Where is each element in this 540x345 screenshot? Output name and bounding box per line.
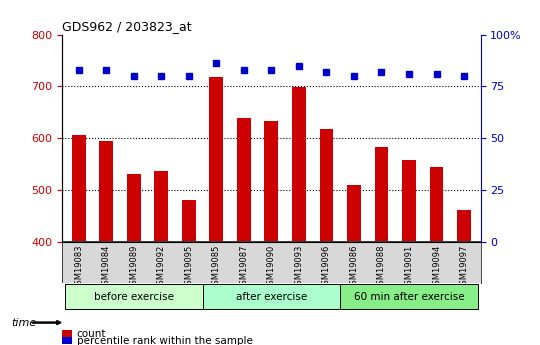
Bar: [347, 185, 361, 242]
Text: before exercise: before exercise: [93, 292, 174, 302]
Text: GSM19092: GSM19092: [157, 245, 166, 290]
Text: GSM19084: GSM19084: [102, 245, 111, 290]
Bar: [340, 284, 478, 309]
Text: GSM19094: GSM19094: [432, 245, 441, 290]
Text: percentile rank within the sample: percentile rank within the sample: [77, 336, 253, 345]
Bar: [210, 77, 223, 242]
Text: GSM19097: GSM19097: [460, 245, 469, 290]
Text: GSM19089: GSM19089: [129, 245, 138, 290]
Text: after exercise: after exercise: [236, 292, 307, 302]
Bar: [237, 118, 251, 242]
Text: time: time: [11, 318, 36, 327]
Text: GSM19095: GSM19095: [184, 245, 193, 290]
Text: GSM19096: GSM19096: [322, 245, 331, 290]
Text: 60 min after exercise: 60 min after exercise: [354, 292, 464, 302]
Text: GDS962 / 203823_at: GDS962 / 203823_at: [62, 20, 192, 33]
Bar: [154, 171, 168, 242]
Bar: [375, 147, 388, 242]
Text: GSM19090: GSM19090: [267, 245, 276, 290]
Bar: [320, 129, 333, 242]
Text: GSM19088: GSM19088: [377, 245, 386, 290]
Bar: [430, 168, 443, 241]
Bar: [457, 210, 471, 241]
Bar: [265, 121, 278, 242]
Bar: [182, 200, 195, 242]
Bar: [99, 141, 113, 242]
Bar: [202, 284, 340, 309]
Bar: [65, 284, 202, 309]
Text: GSM19085: GSM19085: [212, 245, 221, 290]
Bar: [72, 136, 85, 242]
Text: GSM19086: GSM19086: [349, 245, 359, 290]
Text: GSM19093: GSM19093: [294, 245, 303, 290]
Bar: [292, 87, 306, 241]
Bar: [402, 160, 416, 242]
Text: GSM19083: GSM19083: [74, 245, 83, 290]
Text: GSM19091: GSM19091: [404, 245, 414, 290]
Bar: [127, 174, 140, 241]
Text: count: count: [77, 329, 106, 338]
Text: GSM19087: GSM19087: [239, 245, 248, 290]
